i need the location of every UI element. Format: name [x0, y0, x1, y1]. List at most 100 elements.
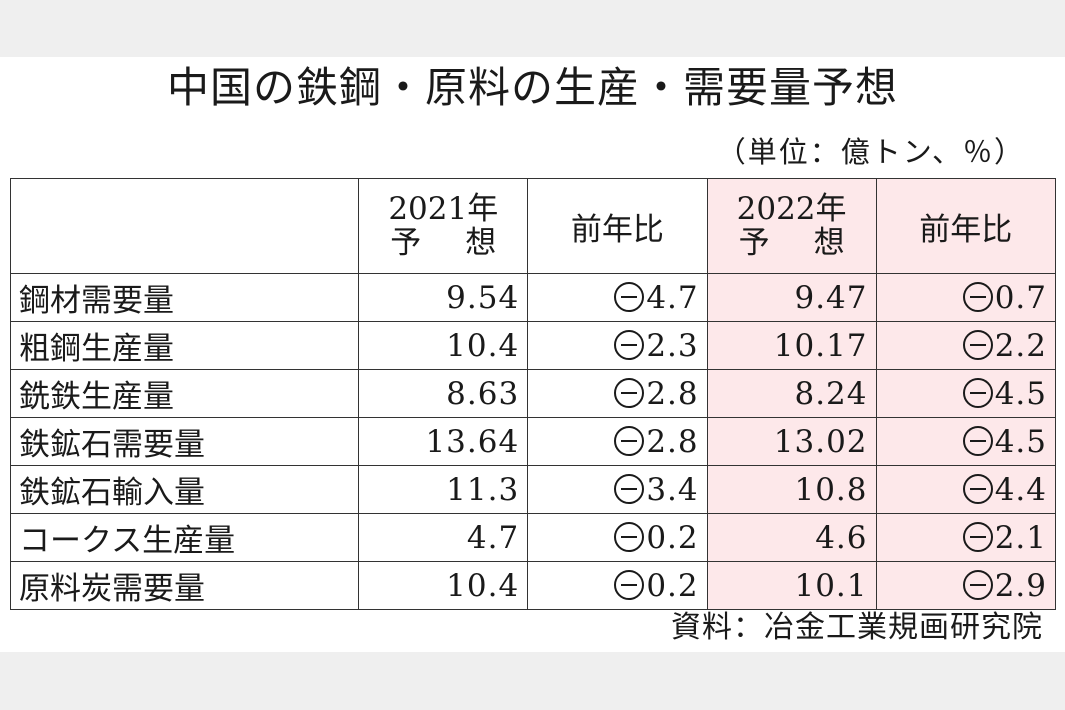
row-label: 銑鉄生産量 [9, 369, 360, 418]
row-label: 原料炭需要量 [9, 561, 360, 610]
row-label-text: 銑鉄生産量 [19, 379, 174, 415]
cell-2021-yoy: 3.4 [527, 465, 708, 514]
table-row: 原料炭需要量 10.4 0.2 10.1 2.9 [9, 561, 1057, 610]
bottom-band [0, 652, 1065, 710]
row-label-text: 鉄鉱石輸入量 [19, 475, 205, 511]
cell-2021-yoy-text: 0.2 [646, 567, 699, 604]
circled-minus-icon [962, 473, 993, 504]
circled-minus-icon [614, 569, 645, 600]
cell-2022-value-text: 10.1 [794, 567, 868, 604]
header-2022-sub-b: 想 [813, 225, 845, 261]
cell-2021-value: 9.54 [358, 273, 529, 322]
cell-2021-value-text: 8.63 [446, 375, 520, 412]
cell-2022-yoy-text: 0.7 [994, 279, 1047, 316]
cell-2022-yoy-text: 2.9 [994, 567, 1047, 604]
circled-minus-icon [614, 425, 645, 456]
circled-minus-icon [962, 521, 993, 552]
header-2022-sub: 予想 [716, 226, 868, 260]
cell-2022-value: 9.47 [706, 273, 877, 322]
top-band [0, 0, 1065, 57]
circled-minus-icon [962, 425, 993, 456]
row-label: 粗鋼生産量 [9, 321, 360, 370]
row-label: 鉄鉱石需要量 [9, 417, 360, 466]
cell-2022-yoy-text: 2.2 [994, 327, 1047, 364]
cell-2021-value-text: 13.64 [425, 423, 520, 460]
cell-2021-value: 4.7 [358, 513, 529, 562]
table-row: 鋼材需要量 9.54 4.7 9.47 0.7 [9, 273, 1057, 322]
cell-2022-value-text: 9.47 [794, 279, 868, 316]
table-row: 粗鋼生産量 10.4 2.3 10.17 2.2 [9, 321, 1057, 370]
cell-2021-yoy-text: 4.7 [646, 279, 699, 316]
cell-2022-yoy-text: 2.1 [994, 519, 1047, 556]
header-2021-forecast: 2021年 予想 [358, 178, 529, 274]
header-2021-sub-a: 予 [390, 225, 422, 261]
cell-2021-value: 11.3 [358, 465, 529, 514]
header-2022-sub-a: 予 [738, 225, 770, 261]
cell-2022-yoy: 2.2 [875, 321, 1057, 370]
cell-2021-yoy: 2.8 [527, 369, 708, 418]
cell-2021-yoy-text: 3.4 [646, 471, 699, 508]
data-table: 2021年 予想 前年比 2022年 予想 前年比 鋼材需要量 9.54 4.7 9.… [9, 178, 1057, 610]
cell-2021-value: 8.63 [358, 369, 529, 418]
cell-2022-value-text: 13.02 [773, 423, 868, 460]
header-2021-sub-b: 想 [465, 225, 497, 261]
row-label-text: コークス生産量 [19, 523, 236, 559]
row-label: コークス生産量 [9, 513, 360, 562]
cell-2021-value-text: 10.4 [446, 327, 520, 364]
cell-2022-yoy: 0.7 [875, 273, 1057, 322]
cell-2022-value-text: 10.8 [794, 471, 868, 508]
circled-minus-icon [962, 281, 993, 312]
cell-2021-value: 10.4 [358, 321, 529, 370]
unit-note: （単位：億トン、％） [716, 135, 1025, 169]
circled-minus-icon [614, 281, 645, 312]
header-2021-yoy: 前年比 [527, 178, 708, 274]
circled-minus-icon [962, 329, 993, 360]
table-row: 鉄鉱石需要量 13.64 2.8 13.02 4.5 [9, 417, 1057, 466]
cell-2022-yoy: 4.4 [875, 465, 1057, 514]
cell-2021-yoy: 0.2 [527, 513, 708, 562]
circled-minus-icon [614, 473, 645, 504]
cell-2021-value-text: 10.4 [446, 567, 520, 604]
cell-2022-yoy-text: 4.4 [994, 471, 1047, 508]
cell-2022-value: 10.1 [706, 561, 877, 610]
circled-minus-icon [614, 329, 645, 360]
cell-2022-yoy: 2.1 [875, 513, 1057, 562]
cell-2021-value-text: 9.54 [446, 279, 520, 316]
circled-minus-icon [962, 569, 993, 600]
header-corner [9, 178, 360, 274]
cell-2021-yoy: 4.7 [527, 273, 708, 322]
cell-2022-value: 10.17 [706, 321, 877, 370]
circled-minus-icon [614, 521, 645, 552]
cell-2022-value: 8.24 [706, 369, 877, 418]
cell-2021-yoy: 2.3 [527, 321, 708, 370]
cell-2022-value: 10.8 [706, 465, 877, 514]
header-2022-yoy: 前年比 [875, 178, 1057, 274]
cell-2022-yoy-text: 4.5 [994, 375, 1047, 412]
row-label-text: 粗鋼生産量 [19, 331, 174, 367]
table-row: コークス生産量 4.7 0.2 4.6 2.1 [9, 513, 1057, 562]
cell-2022-value: 4.6 [706, 513, 877, 562]
cell-2021-yoy-text: 0.2 [646, 519, 699, 556]
row-label: 鋼材需要量 [9, 273, 360, 322]
cell-2022-yoy-text: 4.5 [994, 423, 1047, 460]
header-2022-forecast: 2022年 予想 [706, 178, 877, 274]
cell-2021-yoy: 2.8 [527, 417, 708, 466]
row-label: 鉄鉱石輸入量 [9, 465, 360, 514]
cell-2021-yoy-text: 2.8 [646, 375, 699, 412]
cell-2022-value-text: 8.24 [794, 375, 868, 412]
cell-2021-yoy-text: 2.3 [646, 327, 699, 364]
cell-2021-yoy-text: 2.8 [646, 423, 699, 460]
source-note: 資料：冶金工業規画研究院 [671, 610, 1043, 645]
cell-2022-yoy: 4.5 [875, 417, 1057, 466]
row-label-text: 原料炭需要量 [19, 571, 205, 607]
cell-2022-value-text: 10.17 [773, 327, 868, 364]
cell-2022-yoy: 2.9 [875, 561, 1057, 610]
cell-2021-yoy: 0.2 [527, 561, 708, 610]
row-label-text: 鋼材需要量 [19, 283, 174, 319]
cell-2022-value: 13.02 [706, 417, 877, 466]
cell-2021-value: 13.64 [358, 417, 529, 466]
chart-title: 中国の鉄鋼・原料の生産・需要量予想 [166, 63, 898, 112]
header-2022-year: 2022年 [736, 191, 847, 227]
header-2021-sub: 予想 [367, 226, 519, 260]
header-2021-year: 2021年 [388, 191, 499, 227]
